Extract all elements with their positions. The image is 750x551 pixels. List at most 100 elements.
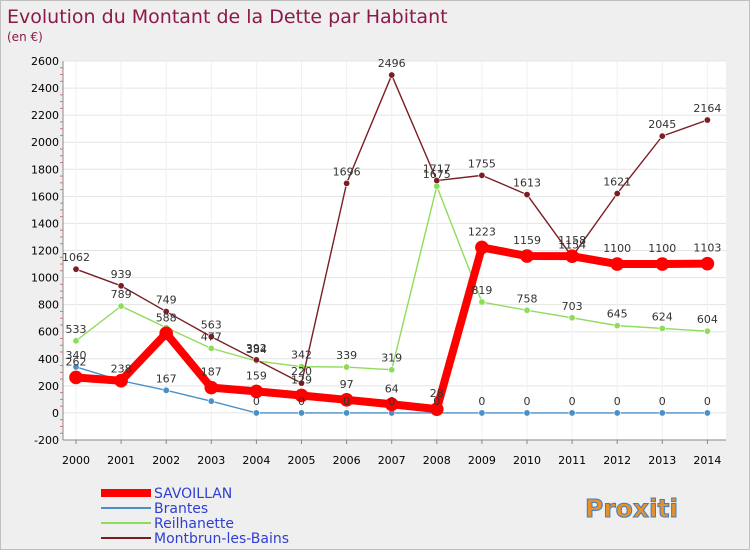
x-tick-label: 2012 xyxy=(603,454,631,467)
point-brantes xyxy=(297,409,305,417)
y-tick-label: 2000 xyxy=(31,136,59,149)
point-savoillan xyxy=(249,384,264,399)
point-savoillan xyxy=(384,397,399,412)
y-tick-label: 400 xyxy=(38,353,59,366)
data-label-brantes: 0 xyxy=(704,395,711,408)
point-savoillan xyxy=(429,402,444,416)
data-label-reilhanette: 342 xyxy=(291,349,312,362)
x-tick-label: 2002 xyxy=(152,454,180,467)
data-label-montbrun-les-bains: 2496 xyxy=(378,57,406,70)
point-brantes xyxy=(568,409,576,417)
x-tick-label: 2010 xyxy=(513,454,541,467)
point-savoillan xyxy=(475,240,489,255)
data-label-reilhanette: 533 xyxy=(66,323,87,336)
data-label-savoillan: 28 xyxy=(430,387,444,400)
y-tick-label: 2400 xyxy=(31,82,59,95)
data-label-brantes: 0 xyxy=(388,395,395,408)
data-label-brantes: 0 xyxy=(343,395,350,408)
watermark-logo: Proxiti xyxy=(585,494,678,523)
data-label-brantes: 340 xyxy=(66,349,87,362)
point-montbrun-les-bains xyxy=(523,191,531,199)
data-label-montbrun-les-bains: 1717 xyxy=(423,163,451,176)
grid-lines xyxy=(63,60,726,441)
data-label-montbrun-les-bains: 1696 xyxy=(333,165,361,178)
point-brantes xyxy=(72,363,80,371)
series-layer xyxy=(69,71,715,417)
data-label-montbrun-les-bains: 563 xyxy=(201,319,222,332)
data-label-brantes: 0 xyxy=(478,395,485,408)
data-label-savoillan: 129 xyxy=(291,373,312,386)
data-label-savoillan: 588 xyxy=(156,311,177,324)
y-tick-label: -200 xyxy=(34,434,59,447)
point-savoillan xyxy=(159,326,173,341)
point-savoillan xyxy=(204,380,219,395)
data-label-brantes: 0 xyxy=(433,395,440,408)
data-label-montbrun-les-bains: 1755 xyxy=(468,157,496,170)
x-tick-label: 2011 xyxy=(558,454,586,467)
point-savoillan xyxy=(294,388,309,403)
point-savoillan xyxy=(700,256,715,271)
data-label-savoillan: 1100 xyxy=(603,242,631,255)
chart-subtitle: (en €) xyxy=(7,30,43,44)
point-brantes xyxy=(162,386,170,394)
y-tick-label: 200 xyxy=(38,380,59,393)
data-label-brantes: 0 xyxy=(298,395,305,408)
data-label-montbrun-les-bains: 220 xyxy=(291,365,312,378)
data-label-savoillan: 1158 xyxy=(558,234,586,247)
point-savoillan xyxy=(339,392,354,407)
point-savoillan xyxy=(565,249,579,263)
point-brantes xyxy=(703,409,711,417)
data-label-savoillan: 1223 xyxy=(468,225,496,238)
y-tick-label: 0 xyxy=(52,407,59,420)
legend-label-montbrun-les-bains: Montbrun-les-Bains xyxy=(154,531,289,547)
point-montbrun-les-bains xyxy=(207,333,215,341)
data-label-reilhanette: 339 xyxy=(336,349,357,362)
data-label-reilhanette: 604 xyxy=(697,313,718,326)
data-label-montbrun-les-bains: 1621 xyxy=(603,176,631,189)
point-brantes xyxy=(523,409,531,417)
point-brantes xyxy=(613,409,621,417)
data-label-montbrun-les-bains: 392 xyxy=(246,342,267,355)
data-label-reilhanette: 703 xyxy=(562,300,583,313)
point-savoillan xyxy=(520,249,534,263)
y-tick-label: 600 xyxy=(38,326,59,339)
point-savoillan xyxy=(69,370,83,385)
y-tick-label: 1000 xyxy=(31,272,59,285)
point-reilhanette xyxy=(207,344,215,352)
legend-label-reilhanette: Reilhanette xyxy=(154,516,234,532)
data-label-savoillan: 97 xyxy=(340,378,354,391)
data-label-savoillan: 1159 xyxy=(513,234,541,247)
data-labels: 340 238 167 0 0 0 0 0 0 0 0 0 0 0 533 789 477 384 342 339 31… xyxy=(62,57,721,408)
data-label-montbrun-les-bains: 1154 xyxy=(558,239,586,252)
axes: -200020040060080010001200140016001800200… xyxy=(31,55,726,467)
x-tick-label: 2009 xyxy=(468,454,496,467)
data-label-brantes: 0 xyxy=(253,395,260,408)
data-label-montbrun-les-bains: 749 xyxy=(156,294,177,307)
data-label-reilhanette: 819 xyxy=(471,284,492,297)
data-label-reilhanette: 384 xyxy=(246,343,267,356)
y-tick-label: 1800 xyxy=(31,163,59,176)
data-label-savoillan: 64 xyxy=(385,382,399,395)
point-montbrun-les-bains xyxy=(252,356,260,364)
data-label-reilhanette: 789 xyxy=(111,288,132,301)
y-tick-label: 800 xyxy=(38,299,59,312)
x-tick-label: 2008 xyxy=(423,454,451,467)
point-montbrun-les-bains xyxy=(388,71,396,79)
data-label-montbrun-les-bains: 1062 xyxy=(62,251,90,264)
point-montbrun-les-bains xyxy=(72,265,80,273)
data-label-brantes: 0 xyxy=(659,395,666,408)
point-reilhanette xyxy=(388,366,396,374)
point-montbrun-les-bains xyxy=(162,308,170,316)
data-label-savoillan: 1100 xyxy=(648,242,676,255)
x-tick-label: 2006 xyxy=(333,454,361,467)
data-label-brantes: 0 xyxy=(614,395,621,408)
legend-label-savoillan: SAVOILLAN xyxy=(154,486,232,502)
data-label-brantes: 167 xyxy=(156,372,177,385)
data-label-savoillan: 262 xyxy=(66,355,87,368)
data-label-reilhanette: 624 xyxy=(652,310,673,323)
data-label-savoillan: 187 xyxy=(201,366,222,379)
data-label-reilhanette: 477 xyxy=(201,330,222,343)
point-montbrun-les-bains xyxy=(117,282,125,290)
data-label-montbrun-les-bains: 2164 xyxy=(693,102,721,115)
